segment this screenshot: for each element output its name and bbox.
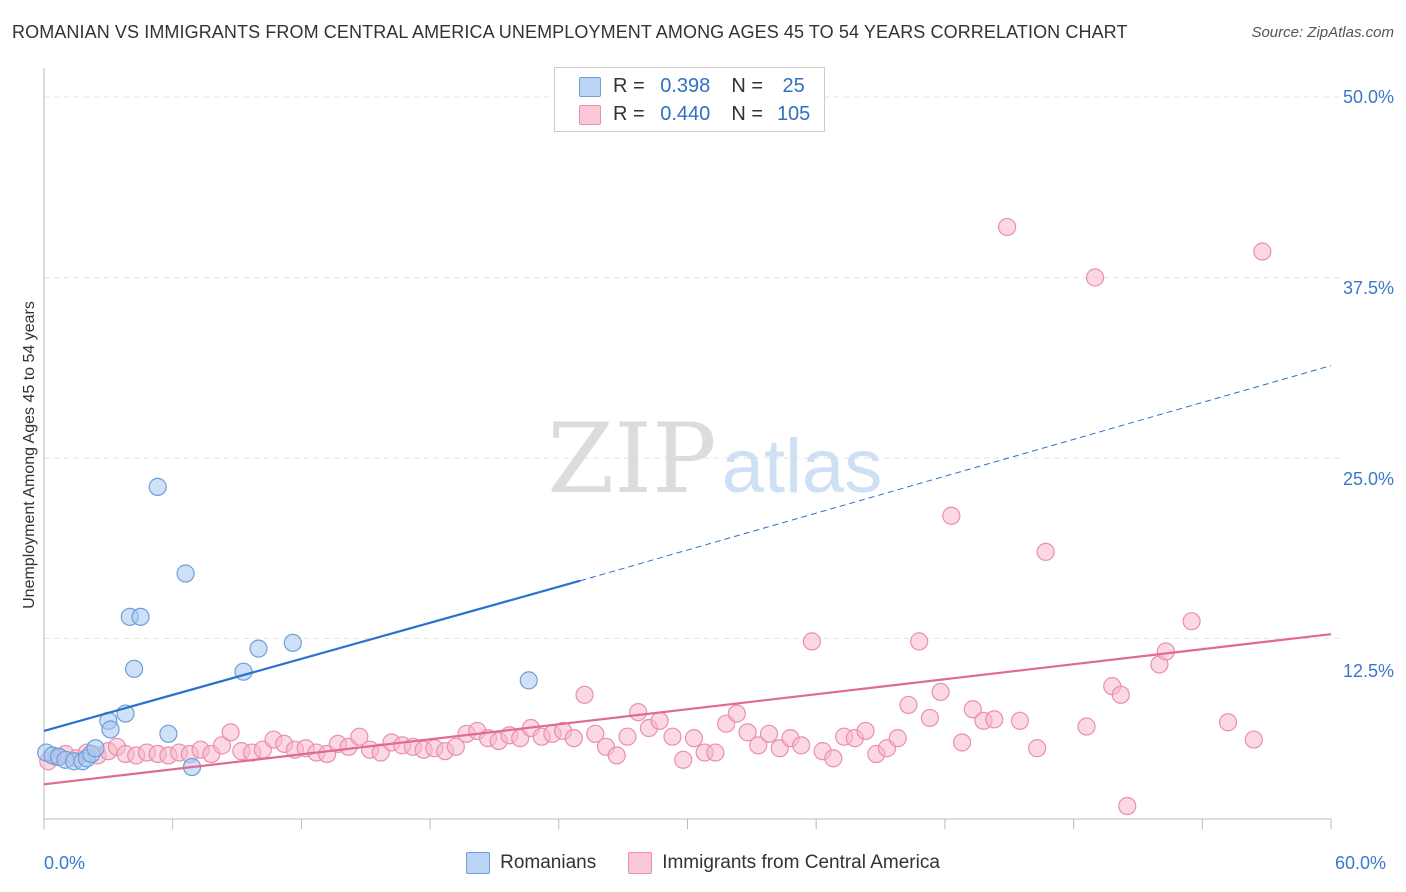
point-central-america	[674, 750, 693, 769]
point-central-america	[607, 746, 626, 765]
watermark: ZIP atlas	[547, 403, 882, 515]
point-romanians	[176, 564, 195, 583]
point-central-america	[963, 700, 982, 719]
trend-line-romanians	[43, 579, 581, 732]
point-central-america	[856, 721, 875, 741]
source-credit: Source: ZipAtlas.com	[1251, 24, 1394, 41]
point-central-america	[899, 695, 918, 715]
point-central-america	[727, 704, 746, 723]
y-axis-label: Unemployment Among Ages 45 to 54 years	[21, 301, 38, 609]
point-central-america	[910, 632, 929, 651]
point-central-america	[663, 727, 682, 746]
point-central-america	[618, 727, 637, 746]
point-central-america	[749, 736, 768, 755]
axes	[43, 68, 1332, 829]
r-label: R =	[613, 75, 645, 97]
point-central-america	[564, 729, 583, 748]
legend-item-romanians: Romanians	[466, 852, 596, 874]
n-value: 25	[782, 75, 805, 97]
point-central-america	[931, 682, 950, 702]
trend-line-central-america	[43, 633, 1332, 786]
point-central-america	[792, 736, 811, 755]
point-central-america	[802, 632, 822, 651]
point-central-america	[446, 737, 465, 756]
n-value: 105	[776, 103, 811, 125]
blue-square-icon	[466, 852, 491, 874]
point-central-america	[221, 723, 240, 742]
point-central-america	[1244, 730, 1263, 749]
point-romanians	[249, 639, 268, 658]
point-central-america	[1085, 268, 1105, 287]
y-tick-12-5: 12.5%	[1342, 661, 1394, 681]
point-central-america	[1182, 612, 1201, 631]
y-tick-37-5: 37.5%	[1342, 278, 1394, 298]
r-value: 0.440	[660, 103, 711, 125]
x-tick-0: 0.0%	[44, 853, 86, 873]
point-central-america	[706, 743, 725, 762]
y-tick-25: 25.0%	[1342, 469, 1394, 489]
point-central-america	[575, 685, 594, 704]
point-central-america	[952, 733, 972, 752]
point-central-america	[1010, 711, 1030, 730]
series-legend: Romanians Immigrants from Central Americ…	[0, 852, 1406, 874]
r-value: 0.398	[660, 75, 711, 97]
legend-label: Immigrants from Central America	[662, 852, 940, 873]
point-romanians	[101, 720, 120, 739]
grid-lines	[44, 96, 1341, 639]
point-central-america	[1036, 542, 1055, 561]
point-central-america	[998, 217, 1017, 237]
point-romanians	[283, 633, 302, 652]
point-central-america	[586, 724, 605, 743]
trend-line-romanians-extension	[580, 365, 1332, 582]
point-romanians	[148, 477, 167, 496]
legend-row-central-america: R = 0.440 N = 105	[579, 103, 819, 126]
n-label: N =	[731, 75, 764, 97]
point-romanians	[159, 724, 178, 743]
point-central-america	[942, 506, 961, 525]
series-immigrants-central-america	[39, 217, 1272, 816]
point-central-america	[1253, 242, 1272, 261]
point-romanians	[124, 659, 144, 678]
blue-swatch-icon	[579, 76, 601, 97]
watermark-zip: ZIP	[547, 403, 716, 515]
point-romanians	[131, 607, 150, 626]
point-romanians	[86, 739, 105, 758]
stats-legend: R = 0.398 N = 25 R = 0.440 N = 105	[554, 67, 825, 132]
x-tick-60: 60.0%	[1335, 853, 1387, 873]
point-central-america	[1028, 739, 1047, 758]
point-central-america	[759, 724, 779, 743]
legend-label: Romanians	[500, 852, 597, 873]
point-central-america	[350, 727, 369, 746]
legend-row-romanians: R = 0.398 N = 25	[579, 75, 819, 98]
point-central-america	[824, 749, 843, 768]
point-central-america	[1218, 713, 1238, 732]
pink-square-icon	[628, 852, 653, 874]
y-tick-50: 50.0%	[1342, 87, 1394, 107]
watermark-atlas: atlas	[722, 424, 883, 509]
pink-swatch-icon	[579, 104, 601, 125]
legend-item-central-america: Immigrants from Central America	[628, 852, 940, 874]
point-central-america	[920, 708, 939, 728]
point-central-america	[1111, 685, 1130, 704]
point-central-america	[1118, 796, 1137, 816]
point-central-america	[629, 703, 648, 722]
point-central-america	[888, 729, 907, 748]
r-label: R =	[613, 103, 645, 125]
point-central-america	[684, 729, 704, 748]
point-central-america	[212, 736, 232, 755]
point-romanians	[519, 671, 538, 690]
point-central-america	[738, 723, 757, 742]
n-label: N =	[731, 103, 764, 125]
point-central-america	[650, 711, 669, 730]
point-central-america	[985, 710, 1004, 729]
trend-lines	[43, 365, 1332, 786]
point-central-america	[1077, 717, 1096, 736]
chart-title: ROMANIAN VS IMMIGRANTS FROM CENTRAL AMER…	[12, 22, 1128, 42]
point-central-america	[1156, 642, 1175, 661]
